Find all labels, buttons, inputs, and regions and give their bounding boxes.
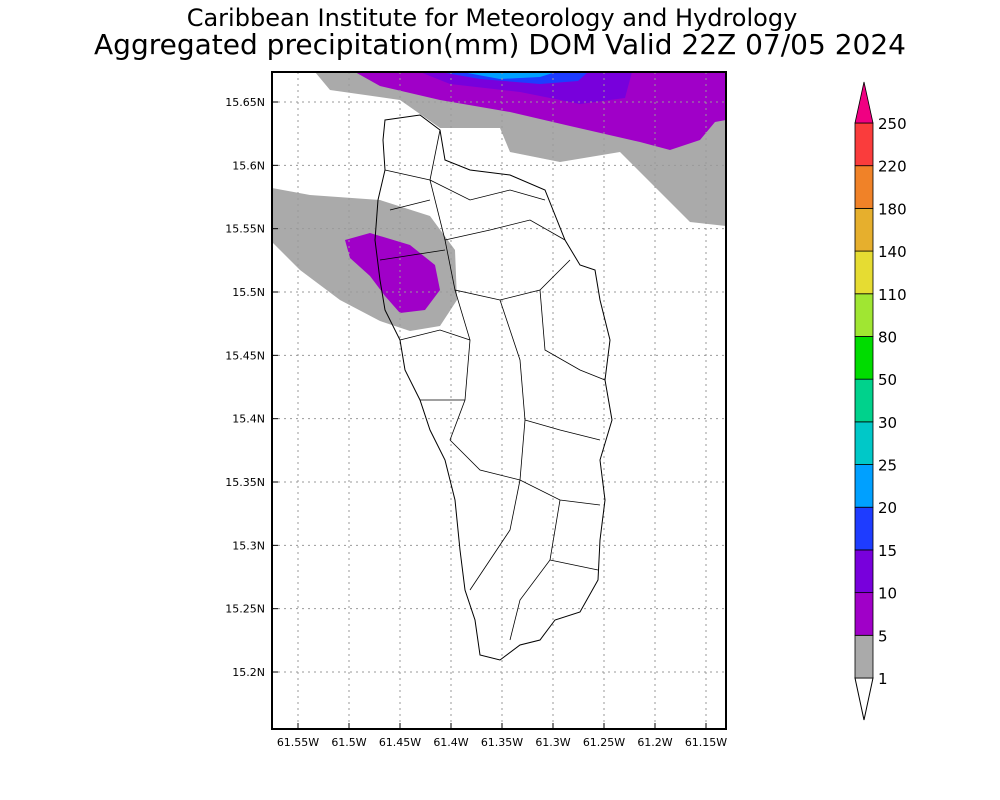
lon-tick-label: 61.4W [433, 736, 468, 749]
colorbar-over-arrow [854, 81, 874, 124]
lat-tick-label: 15.35N [225, 476, 265, 489]
colorbar-label: 1 [878, 670, 888, 688]
colorbar-swatch [854, 207, 874, 252]
colorbar-label: 5 [878, 627, 888, 645]
colorbar-label: 50 [878, 371, 897, 389]
colorbar-swatch [854, 506, 874, 551]
island-coastline [374, 114, 613, 661]
colorbar-label: 140 [878, 243, 907, 261]
colorbar-under-arrow [854, 677, 874, 721]
colorbar-swatch [854, 464, 874, 508]
lon-tick-label: 61.15W [685, 736, 727, 749]
lon-tick-label: 61.5W [331, 736, 366, 749]
colorbar-label: 110 [878, 286, 907, 304]
colorbar-label: 220 [878, 158, 907, 176]
graticule [272, 72, 726, 729]
lat-tick-label: 15.25N [225, 603, 265, 616]
colorbar-swatch [854, 250, 874, 295]
watershed-boundaries [379, 129, 606, 641]
lon-tick-label: 61.45W [379, 736, 421, 749]
lon-tick-label: 61.3W [535, 736, 570, 749]
colorbar-swatch [854, 336, 874, 380]
colorbar-label: 80 [878, 328, 897, 346]
colorbar-label: 250 [878, 115, 907, 133]
lon-tick-label: 61.2W [637, 736, 672, 749]
colorbar-swatch [854, 293, 874, 337]
lat-tick-label: 15.2N [232, 666, 265, 679]
latitude-axis: 15.65N 15.6N 15.55N 15.5N 15.45N 15.4N 15.35N 1… [225, 96, 278, 679]
colorbar-swatch [854, 634, 874, 679]
lat-tick-label: 15.4N [232, 413, 265, 426]
lat-tick-label: 15.45N [225, 349, 265, 362]
dominica-island [374, 114, 613, 661]
figure-title-product: Aggregated precipitation(mm) DOM Valid 2… [94, 28, 906, 61]
lat-tick-label: 15.3N [232, 539, 265, 552]
lon-tick-label: 61.25W [583, 736, 625, 749]
colorbar-label: 10 [878, 585, 897, 603]
colorbar-swatch [854, 549, 874, 594]
colorbar-label: 20 [878, 499, 897, 517]
precip-20-25mm-north [462, 72, 556, 79]
lat-tick-label: 15.55N [225, 223, 265, 236]
map-frame [271, 71, 727, 730]
figure-title-institute: Caribbean Institute for Meteorology and … [186, 4, 798, 32]
colorbar-label: 30 [878, 414, 897, 432]
lat-tick-label: 15.6N [232, 159, 265, 172]
colorbar-swatch [854, 421, 874, 465]
colorbar-label: 25 [878, 457, 897, 475]
colorbar-label: 15 [878, 542, 897, 560]
colorbar-swatch [854, 165, 874, 209]
lat-tick-label: 15.65N [225, 96, 265, 109]
lon-tick-label: 61.55W [277, 736, 319, 749]
colorbar-label: 180 [878, 200, 907, 218]
lat-tick-label: 15.5N [232, 286, 265, 299]
precipitation-field [272, 72, 726, 331]
precip-5-10mm-west [345, 233, 440, 313]
precip-5-10mm-north [355, 72, 726, 150]
colorbar-swatch [854, 122, 874, 167]
colorbar-swatch [854, 378, 874, 423]
longitude-axis: 61.55W 61.5W 61.45W 61.4W 61.35W 61.3W 61.25W 6… [277, 723, 727, 749]
lon-tick-label: 61.35W [481, 736, 523, 749]
colorbar-swatch [854, 592, 874, 636]
